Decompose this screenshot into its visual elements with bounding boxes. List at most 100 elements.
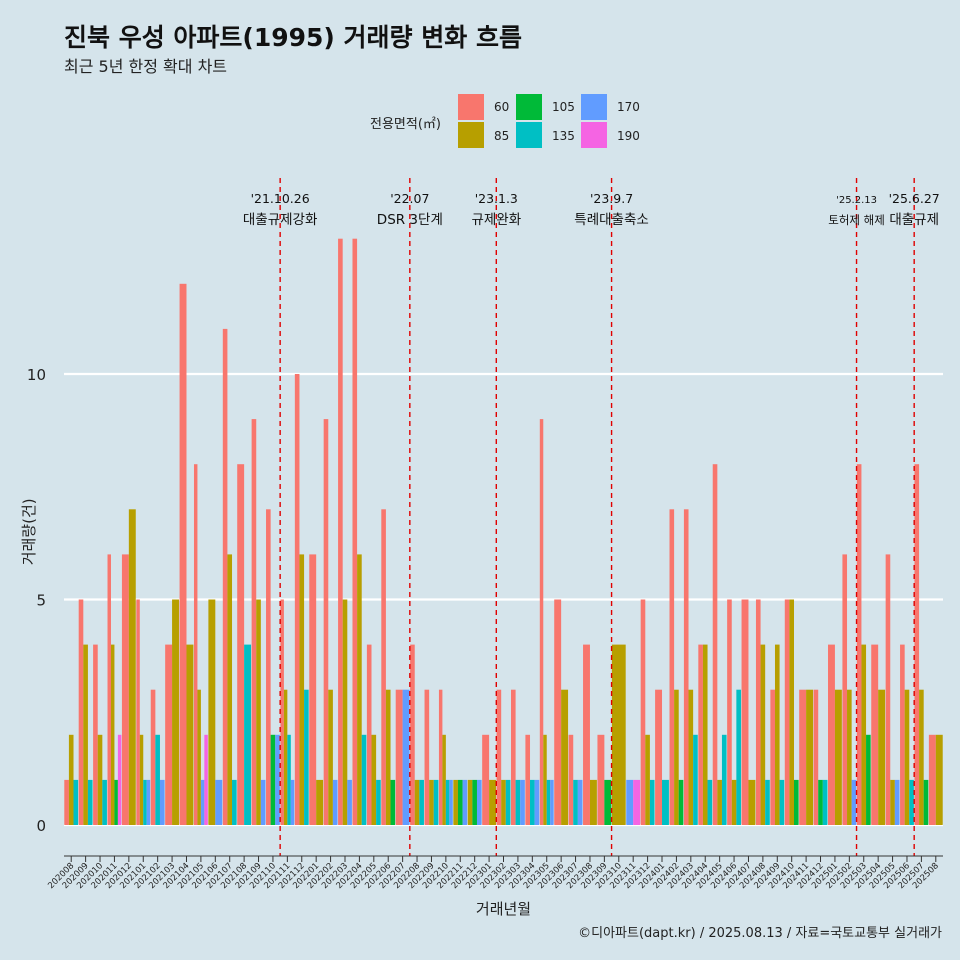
bar-202503-60	[856, 464, 862, 825]
bar-202408-85	[760, 644, 766, 825]
legend-title: 전용면적(㎡)	[370, 117, 441, 132]
bar-202101-60	[136, 599, 140, 825]
y-tick-label-0: 0	[36, 817, 46, 835]
bar-202406-60	[727, 599, 732, 825]
y-tick-label-5: 5	[36, 592, 46, 610]
bar-202303-170	[520, 779, 525, 825]
bar-202205-60	[366, 644, 372, 825]
bar-202011-105	[114, 779, 118, 825]
bar-202409-60	[770, 689, 775, 825]
axis-layer: 0510거래량(건)202008202009202010202011202012…	[20, 366, 943, 918]
bar-202407-85	[748, 779, 756, 825]
bar-202209-85	[429, 779, 434, 825]
bar-202204-60	[352, 238, 358, 825]
bar-202111-60	[280, 599, 284, 825]
bar-202110-60	[266, 509, 271, 825]
bar-202405-85	[717, 779, 722, 825]
bar-202402-105	[678, 779, 684, 825]
bar-202308-60	[583, 644, 590, 825]
bar-202307-60	[568, 734, 574, 825]
chart-subtitle: 최근 5년 한정 확대 차트	[64, 57, 228, 76]
bar-202303-135	[515, 779, 521, 825]
bar-202109-85	[256, 599, 261, 825]
bar-202403-60	[683, 509, 689, 825]
bar-202010-60	[93, 644, 98, 825]
bar-202107-135	[232, 779, 237, 825]
bar-202011-190	[117, 734, 122, 825]
event-date-4: '23.9.7	[590, 191, 633, 206]
event-label-4: 특례대출축소	[574, 212, 649, 228]
bar-202504-85	[878, 689, 886, 825]
bar-202010-85	[97, 734, 103, 825]
event-date-3: '23.1.3	[475, 191, 518, 206]
bar-202105-190	[204, 734, 208, 825]
bar-202402-85	[674, 689, 679, 825]
legend-label-135: 135	[552, 129, 575, 143]
bar-202212-105	[472, 779, 477, 825]
bar-202409-135	[779, 779, 785, 825]
bar-202212-85	[467, 779, 473, 825]
bar-202304-135	[530, 779, 535, 825]
bar-202309-105	[604, 779, 612, 825]
bar-202101-85	[139, 734, 144, 825]
bar-202403-135	[693, 734, 698, 825]
event-date-6: '25.6.27	[889, 191, 940, 206]
bar-202201-60	[309, 554, 317, 825]
bar-202410-105	[794, 779, 799, 825]
bar-202505-60	[885, 554, 891, 825]
bar-202009-135	[87, 779, 93, 825]
bar-202106-85	[208, 599, 216, 825]
bar-202208-135	[419, 779, 424, 825]
bar-202211-105	[457, 779, 463, 825]
bar-202106-170	[215, 779, 223, 825]
bar-202112-60	[294, 374, 300, 825]
bar-202008-85	[68, 734, 74, 825]
bar-202205-135	[376, 779, 381, 825]
bar-202405-60	[712, 464, 718, 825]
bar-202211-170	[462, 779, 468, 825]
bar-202101-135	[143, 779, 147, 825]
bar-202406-135	[736, 689, 741, 825]
bar-202009-60	[78, 599, 84, 825]
bar-202410-85	[789, 599, 794, 825]
bar-202103-85	[172, 599, 179, 825]
bar-202404-60	[698, 644, 703, 825]
bar-202210-135	[445, 779, 450, 825]
bar-202206-105	[390, 779, 396, 825]
bar-202507-85	[919, 689, 924, 825]
bar-202412-135	[822, 779, 828, 825]
bar-202206-85	[385, 689, 391, 825]
bar-202306-85	[561, 689, 569, 825]
bar-202210-60	[438, 689, 443, 825]
bar-202104-85	[186, 644, 194, 825]
bar-202503-105	[866, 734, 871, 825]
bar-202012-85	[128, 509, 136, 825]
bar-202008-60	[64, 779, 69, 825]
bar-202301-85	[489, 779, 497, 825]
bar-202302-85	[501, 779, 506, 825]
bar-202112-85	[299, 554, 305, 825]
bar-202203-85	[342, 599, 348, 825]
y-tick-label-10: 10	[27, 366, 46, 384]
bar-202412-105	[818, 779, 823, 825]
bar-202103-60	[165, 644, 173, 825]
bar-202008-135	[73, 779, 79, 825]
bar-202208-85	[414, 779, 420, 825]
bar-202009-85	[83, 644, 88, 825]
bar-202110-170	[275, 734, 280, 825]
bar-202508-60	[928, 734, 936, 825]
event-label-5: 토허제 해제	[828, 213, 885, 227]
bar-202501-60	[828, 644, 835, 825]
bar-202412-60	[813, 689, 819, 825]
chart-title: 진북 우성 아파트(1995) 거래량 변화 흐름	[64, 23, 522, 52]
legend-swatch-190	[581, 122, 607, 148]
legend-swatch-60	[458, 94, 484, 120]
bar-202207-60	[395, 689, 403, 825]
bar-202107-60	[222, 328, 228, 825]
bar-202411-60	[799, 689, 807, 825]
bar-202411-85	[806, 689, 814, 825]
bar-202401-60	[655, 689, 663, 825]
bar-202311-170	[626, 779, 634, 825]
bar-202408-135	[765, 779, 770, 825]
bar-202203-60	[338, 238, 343, 825]
